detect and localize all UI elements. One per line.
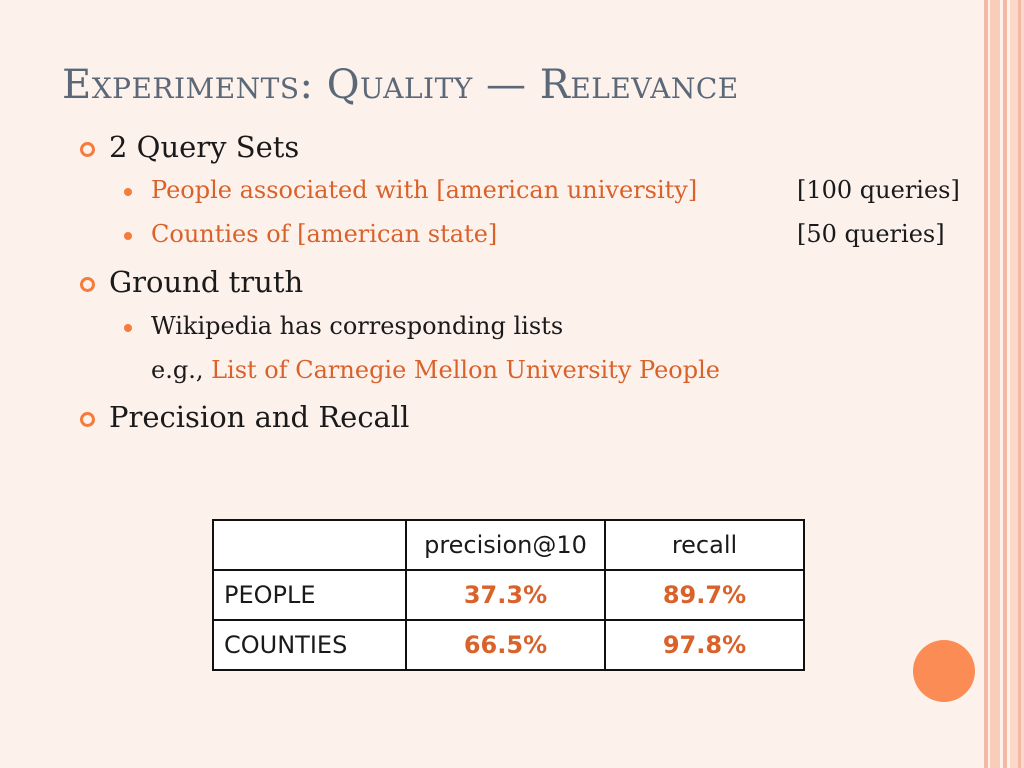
precision-value: 37.3%	[405, 569, 606, 621]
table-header-cell	[212, 519, 407, 571]
table-header-cell: recall	[604, 519, 805, 571]
decorative-stripe	[990, 0, 1000, 768]
table-header-row: precision@10 recall	[212, 519, 805, 571]
query-count-note: [50 queries]	[797, 220, 945, 248]
bullet-dot-icon	[124, 232, 132, 240]
bullet-ring-icon	[80, 142, 95, 157]
decorative-stripe	[1003, 0, 1007, 768]
bullet-ring-icon	[80, 412, 95, 427]
bullet-label: Ground truth	[109, 265, 304, 299]
recall-value: 89.7%	[604, 569, 805, 621]
row-label: PEOPLE	[212, 569, 407, 621]
row-label: COUNTIES	[212, 619, 407, 671]
bullet-label: 2 Query Sets	[109, 130, 300, 164]
precision-value: 66.5%	[405, 619, 606, 671]
decorative-circle	[913, 640, 975, 702]
bullet-dot-icon	[124, 188, 132, 196]
sub-bullet-label: People associated with [american univers…	[151, 176, 698, 204]
table-header-cell: precision@10	[405, 519, 606, 571]
decorative-stripe	[1010, 0, 1024, 768]
decorative-stripe	[1018, 0, 1021, 768]
table-row: COUNTIES 66.5% 97.8%	[212, 619, 805, 671]
example-line: e.g., List of Carnegie Mellon University…	[151, 356, 720, 384]
sub-bullet-label: Wikipedia has corresponding lists	[151, 312, 564, 340]
bullet-dot-icon	[124, 324, 132, 332]
query-count-note: [100 queries]	[797, 176, 960, 204]
table-row: PEOPLE 37.3% 89.7%	[212, 569, 805, 621]
recall-value: 97.8%	[604, 619, 805, 671]
sub-bullet-label: Counties of [american state]	[151, 220, 498, 248]
example-link[interactable]: List of Carnegie Mellon University Peopl…	[211, 356, 720, 384]
results-table: precision@10 recall PEOPLE 37.3% 89.7% C…	[212, 519, 805, 671]
decorative-stripe	[984, 0, 988, 768]
example-prefix: e.g.,	[151, 356, 204, 384]
bullet-ring-icon	[80, 277, 95, 292]
slide-title: Experiments: Quality — Relevance	[62, 62, 739, 108]
bullet-label: Precision and Recall	[109, 400, 410, 434]
